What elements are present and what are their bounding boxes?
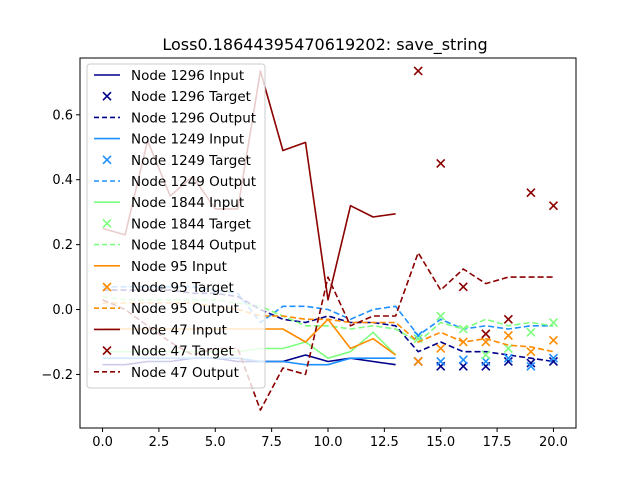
node-1844-input-legend-label: Node 1844 Input <box>131 195 244 211</box>
x-tick-label: 12.5 <box>370 435 399 450</box>
node-95-input-legend-label: Node 95 Input <box>131 259 227 275</box>
node-1844-target-point <box>481 350 491 360</box>
node-1296-target-point <box>458 361 468 371</box>
node-1844-output-legend-label: Node 1844 Output <box>131 238 256 254</box>
node-47-target-point <box>458 282 468 292</box>
node-1844-target-point <box>458 324 468 334</box>
node-47-output-legend-label: Node 47 Output <box>131 365 239 381</box>
legend: Node 1296 Input Node 1296 Target Node 1296… <box>86 63 266 389</box>
node-95-target-legend-marker <box>102 282 112 292</box>
node-95-target-point <box>413 356 423 367</box>
node-1296-output-legend-label: Node 1296 Output <box>131 110 256 126</box>
node-1844-target-point <box>436 311 446 321</box>
node-95-target-legend-label: Node 95 Target <box>131 280 234 296</box>
x-axis: 0.0 2.5 5.0 7.5 10.0 12.5 15.0 17.5 20.0 <box>92 428 568 450</box>
node-1296-input-legend-label: Node 1296 Input <box>131 68 244 84</box>
node-47-target-legend-label: Node 47 Target <box>131 344 234 360</box>
node-1249-target-point <box>481 356 491 367</box>
node-1296-target-point <box>503 356 513 367</box>
y-tick-label: 0.4 <box>52 173 73 188</box>
y-axis: −0.2 0.0 0.2 0.4 0.6 <box>41 108 80 383</box>
node-47-target-legend-marker <box>102 346 112 356</box>
node-47-target-point <box>526 188 536 198</box>
y-tick-label: 0.6 <box>52 108 73 123</box>
node-1844-target-point <box>526 327 536 337</box>
node-1249-target-point <box>503 353 513 363</box>
node-47-target-point <box>436 158 446 169</box>
node-1844-target-markers <box>413 311 559 360</box>
node-1249-target-point <box>436 356 446 367</box>
y-tick-label: 0.0 <box>52 303 73 318</box>
x-tick-label: 17.5 <box>483 435 512 450</box>
node-47-target-markers <box>413 66 559 339</box>
node-1249-output-legend-label: Node 1249 Output <box>131 174 256 190</box>
node-1844-target-legend-marker <box>102 218 112 228</box>
node-1844-target-legend-label: Node 1844 Target <box>131 216 251 232</box>
legend-box <box>86 63 266 389</box>
node-1249-target-legend-label: Node 1249 Target <box>131 153 251 169</box>
node-1296-target-point <box>526 358 536 368</box>
node-1296-target-legend-marker <box>102 91 112 101</box>
x-tick-label: 20.0 <box>539 435 568 450</box>
y-tick-label: −0.2 <box>41 368 73 383</box>
node-95-target-point <box>436 343 446 354</box>
node-1249-target-legend-marker <box>102 155 112 165</box>
node-47-input-legend-label: Node 47 Input <box>131 322 227 338</box>
node-1844-target-point <box>503 343 513 354</box>
x-tick-label: 7.5 <box>261 435 282 450</box>
node-95-target-point <box>503 330 513 341</box>
node-95-target-point <box>548 335 559 345</box>
x-tick-label: 5.0 <box>205 435 226 450</box>
chart-title: Loss0.18644395470619202: save_string <box>162 35 487 55</box>
node-47-output-line <box>102 251 554 411</box>
node-1249-target-point <box>526 361 536 371</box>
node-1249-target-point <box>548 353 559 363</box>
node-1249-target-point <box>458 355 468 365</box>
node-1296-target-legend-label: Node 1296 Target <box>131 89 251 105</box>
node-47-target-point <box>481 329 491 339</box>
node-95-target-markers <box>413 330 559 367</box>
x-tick-label: 2.5 <box>149 435 170 450</box>
node-47-target-point <box>548 201 559 211</box>
x-tick-label: 10.0 <box>314 435 343 450</box>
node-95-target-point <box>526 347 536 357</box>
node-1249-input-legend-label: Node 1249 Input <box>131 132 244 148</box>
x-tick-label: 0.0 <box>92 435 113 450</box>
node-47-target-point <box>413 66 423 76</box>
y-tick-label: 0.2 <box>52 238 73 253</box>
node-95-output-legend-label: Node 95 Output <box>131 301 239 317</box>
node-47-target-point <box>503 314 513 324</box>
node-1296-target-point <box>548 356 559 367</box>
x-tick-label: 15.0 <box>426 435 455 450</box>
